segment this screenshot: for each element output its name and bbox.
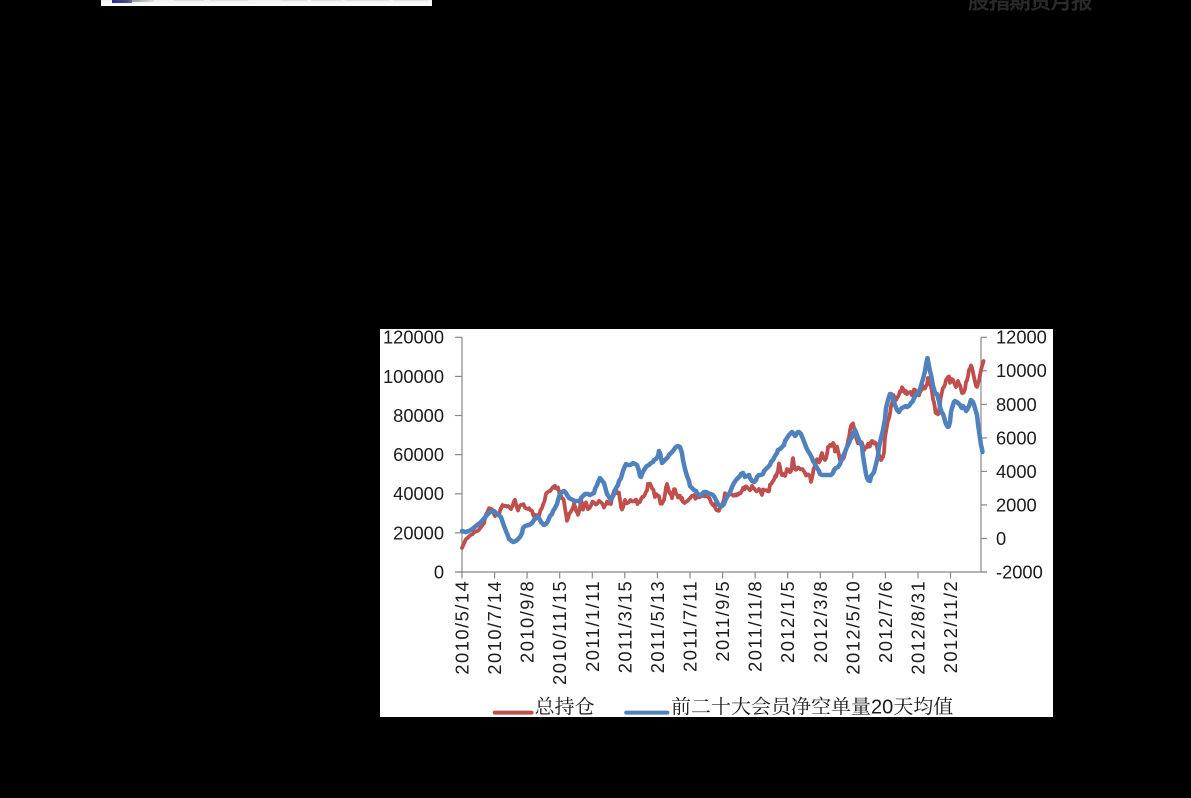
svg-text:-2000: -2000 xyxy=(996,561,1043,582)
svg-text:0: 0 xyxy=(996,528,1006,549)
svg-text:60000: 60000 xyxy=(393,444,444,465)
svg-text:2012/1/5: 2012/1/5 xyxy=(777,580,798,663)
svg-text:12000: 12000 xyxy=(996,329,1047,348)
svg-text:2011/11/8: 2011/11/8 xyxy=(745,580,766,672)
svg-text:2011/9/5: 2011/9/5 xyxy=(712,580,733,662)
svg-text:2012/3/8: 2012/3/8 xyxy=(810,580,831,663)
svg-text:20: 20 xyxy=(871,697,893,718)
svg-text:4000: 4000 xyxy=(996,461,1037,482)
svg-text:0: 0 xyxy=(434,561,444,582)
svg-text:2010/5/14: 2010/5/14 xyxy=(452,580,473,675)
svg-text:2012/11/2: 2012/11/2 xyxy=(940,580,961,673)
svg-text:40000: 40000 xyxy=(393,483,444,504)
svg-text:2011/5/13: 2011/5/13 xyxy=(647,580,668,673)
svg-text:120000: 120000 xyxy=(383,329,444,348)
svg-text:2010/11/15: 2010/11/15 xyxy=(549,580,570,685)
svg-text:2012/7/6: 2012/7/6 xyxy=(875,580,896,663)
svg-text:20000: 20000 xyxy=(393,522,444,543)
svg-text:2000: 2000 xyxy=(996,494,1037,515)
svg-text:2012/8/31: 2012/8/31 xyxy=(908,580,929,675)
svg-text:2011/1/11: 2011/1/11 xyxy=(582,580,603,672)
svg-text:2011/3/15: 2011/3/15 xyxy=(614,580,635,673)
svg-text:2010/7/14: 2010/7/14 xyxy=(484,580,505,675)
svg-text:2011/7/11: 2011/7/11 xyxy=(680,580,701,672)
svg-text:2012/5/10: 2012/5/10 xyxy=(842,580,863,675)
svg-text:100000: 100000 xyxy=(383,366,444,387)
svg-text:10000: 10000 xyxy=(996,360,1047,381)
svg-text:80000: 80000 xyxy=(393,405,444,426)
svg-text:6000: 6000 xyxy=(996,427,1037,448)
svg-text:8000: 8000 xyxy=(996,394,1037,415)
svg-text:2010/9/8: 2010/9/8 xyxy=(517,580,538,663)
